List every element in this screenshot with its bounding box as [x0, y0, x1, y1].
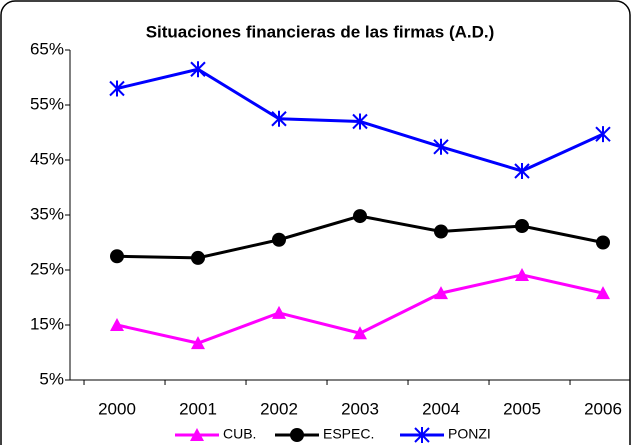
x-tick-label: 2000 — [98, 399, 136, 418]
x-tick-label: 2005 — [503, 399, 541, 418]
marker — [595, 126, 611, 143]
marker — [353, 209, 367, 224]
marker — [433, 138, 449, 155]
marker — [272, 232, 286, 247]
x-tick-label: 2004 — [422, 399, 460, 418]
marker — [596, 235, 610, 250]
legend-label: CUB. — [223, 426, 256, 442]
marker — [514, 163, 530, 179]
chart-title: Situaciones financieras de las firmas (A… — [146, 22, 495, 41]
marker — [110, 249, 124, 264]
y-tick-label: 45% — [30, 149, 64, 168]
x-tick-label: 2001 — [179, 399, 217, 418]
marker — [271, 110, 287, 127]
x-tick-label: 2002 — [260, 399, 298, 418]
x-tick-label: 2006 — [584, 399, 622, 418]
marker — [110, 318, 124, 331]
marker — [353, 326, 367, 340]
legend-label: PONZI — [448, 426, 491, 442]
marker — [109, 80, 125, 97]
legend-label: ESPEC. — [323, 426, 374, 442]
marker — [434, 286, 448, 300]
marker — [191, 250, 205, 265]
marker — [191, 336, 205, 350]
marker — [290, 428, 304, 442]
y-tick-label: 35% — [30, 204, 64, 223]
marker — [272, 305, 286, 319]
y-tick-label: 25% — [30, 259, 64, 278]
y-tick-label: 5% — [39, 369, 64, 388]
marker — [515, 267, 529, 281]
marker — [434, 224, 448, 239]
marker — [515, 219, 529, 233]
marker — [352, 113, 368, 130]
y-tick-label: 15% — [30, 314, 64, 333]
x-tick-label: 2003 — [341, 399, 379, 418]
y-tick-label: 65% — [30, 39, 64, 58]
marker — [190, 428, 204, 441]
marker — [190, 61, 206, 78]
y-tick-label: 55% — [30, 94, 64, 113]
marker — [596, 286, 610, 300]
marker — [414, 427, 430, 443]
